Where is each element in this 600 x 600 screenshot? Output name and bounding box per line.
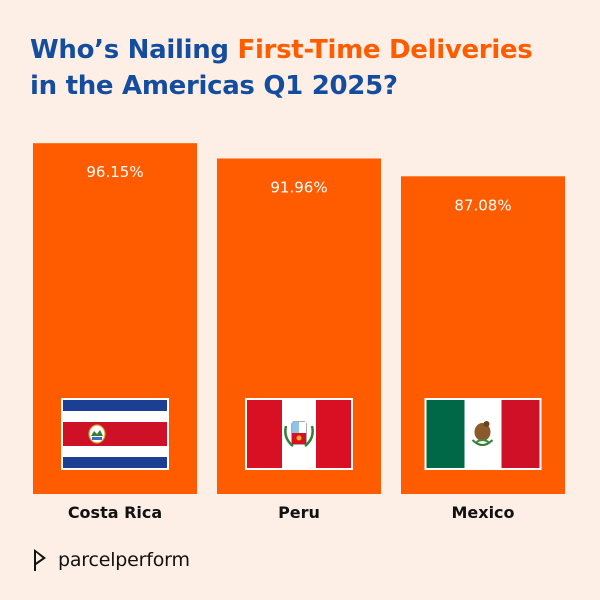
title-text-part-1: Who’s Nailing	[30, 35, 238, 65]
title-highlight: First-Time Deliveries	[237, 35, 533, 65]
value-label: 91.96%	[270, 178, 327, 196]
title-line-2: in the Americas Q1 2025?	[30, 71, 398, 101]
parcelperform-logo-mark-icon	[34, 549, 46, 571]
category-label: Peru	[278, 503, 320, 522]
mexico-flag-icon	[424, 398, 542, 470]
title-line-1: Who’s Nailing First-Time Deliveries	[30, 32, 590, 68]
costa-rica-flag-icon	[61, 398, 169, 470]
brand-name: parcelperform	[58, 549, 190, 571]
category-label: Costa Rica	[68, 503, 162, 522]
category-label: Mexico	[451, 503, 514, 522]
brand-logo: parcelperform	[32, 548, 190, 572]
value-label: 96.15%	[86, 163, 143, 181]
value-label: 87.08%	[454, 196, 511, 214]
chart-title: Who’s Nailing First-Time Deliveries in t…	[30, 32, 590, 104]
peru-flag-icon	[245, 398, 353, 470]
